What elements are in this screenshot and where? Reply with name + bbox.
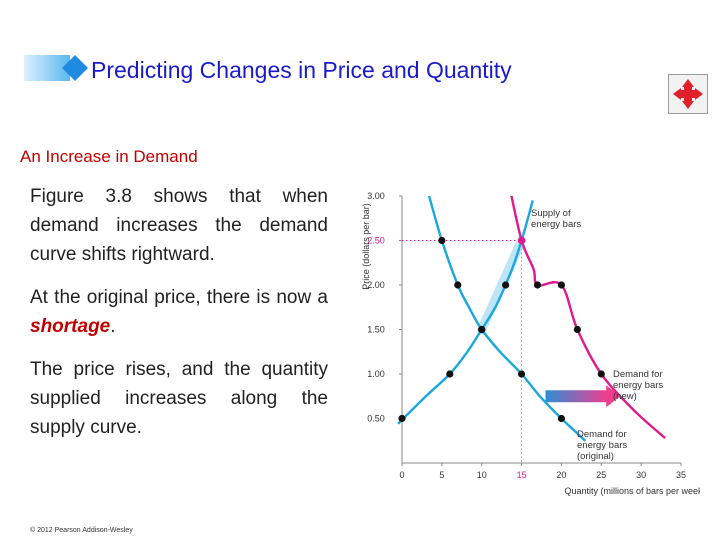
- x-axis-label: Quantity (millions of bars per week): [564, 486, 700, 496]
- supply-curve: [397, 200, 534, 425]
- supply-point: [398, 414, 406, 423]
- title-diamond: [62, 55, 88, 81]
- y-tick-label: 2.50: [367, 236, 385, 246]
- y-axis-label: Price (dollars per bar): [361, 203, 371, 290]
- demand-shift-arrow-head: [606, 385, 621, 408]
- demand-new-label: energy bars: [613, 380, 663, 391]
- x-tick-label: 5: [439, 470, 444, 480]
- paragraph-shortage-text: At the original price, there is now a: [30, 287, 328, 308]
- supply-demand-chart: 0.50 1.00 1.50 2.00 2.50 3.00 0 5 10 15 20 25 30 35 Qu…: [361, 191, 700, 496]
- y-tick-label: 0.50: [367, 414, 385, 424]
- demand-new-label: Demand for: [613, 369, 663, 380]
- demand-new-point: [517, 236, 526, 245]
- demand-new-point: [573, 325, 581, 334]
- x-tick-label: 10: [477, 470, 487, 480]
- demand-new-point: [533, 281, 542, 289]
- four-way-arrows-icon: [673, 79, 703, 109]
- demand-original-point: [557, 414, 566, 423]
- demand-new-point: [597, 370, 605, 378]
- x-tick-label: 20: [556, 470, 566, 480]
- x-tick-label: 25: [596, 470, 606, 480]
- demand-original-label: energy bars: [577, 440, 627, 451]
- paragraph-price-rises: The price rises, and the quantity suppli…: [30, 359, 328, 438]
- demand-original-label: (original): [577, 451, 614, 462]
- supply-movement-highlight: [477, 236, 527, 334]
- demand-new-point: [557, 281, 566, 289]
- demand-new-label: (new): [613, 391, 637, 402]
- demand-original-point: [478, 325, 486, 334]
- page-title: Predicting Changes in Price and Quantity: [91, 57, 512, 83]
- y-tick-label: 2.00: [367, 280, 385, 290]
- supply-point: [446, 370, 454, 378]
- demand-original-curve: [427, 196, 587, 442]
- paragraph-shortage-end: .: [110, 316, 116, 337]
- demand-shift-arrow-body: [545, 390, 608, 403]
- supply-curve-label: energy bars: [531, 219, 581, 230]
- x-tick-label: 30: [636, 470, 646, 480]
- y-tick-label: 1.50: [367, 325, 385, 335]
- x-tick-label: 15: [517, 470, 527, 480]
- section-heading: An Increase in Demand: [20, 147, 198, 166]
- copyright-text: © 2012 Pearson Addison-Wesley: [30, 527, 133, 534]
- x-tick-label: 0: [399, 470, 404, 480]
- demand-original-point: [454, 281, 462, 289]
- title-decoration-icon: [24, 55, 88, 81]
- demand-original-label: Demand for: [577, 429, 627, 440]
- paragraph-shortage: At the original price, there is now a sh…: [30, 283, 328, 341]
- x-tick-label: 35: [676, 470, 686, 480]
- demand-original-point: [517, 370, 526, 378]
- title-bar: [24, 50, 664, 86]
- shortage-emphasis: shortage: [30, 316, 111, 337]
- supply-point: [502, 281, 510, 289]
- navigation-button[interactable]: [668, 74, 708, 114]
- y-tick-label: 1.00: [367, 369, 385, 379]
- supply-curve-label: Supply of: [531, 208, 571, 219]
- y-tick-label: 3.00: [367, 191, 385, 201]
- demand-original-point: [438, 236, 446, 245]
- paragraph-demand-shift: Figure 3.8 shows that when demand increa…: [30, 186, 328, 265]
